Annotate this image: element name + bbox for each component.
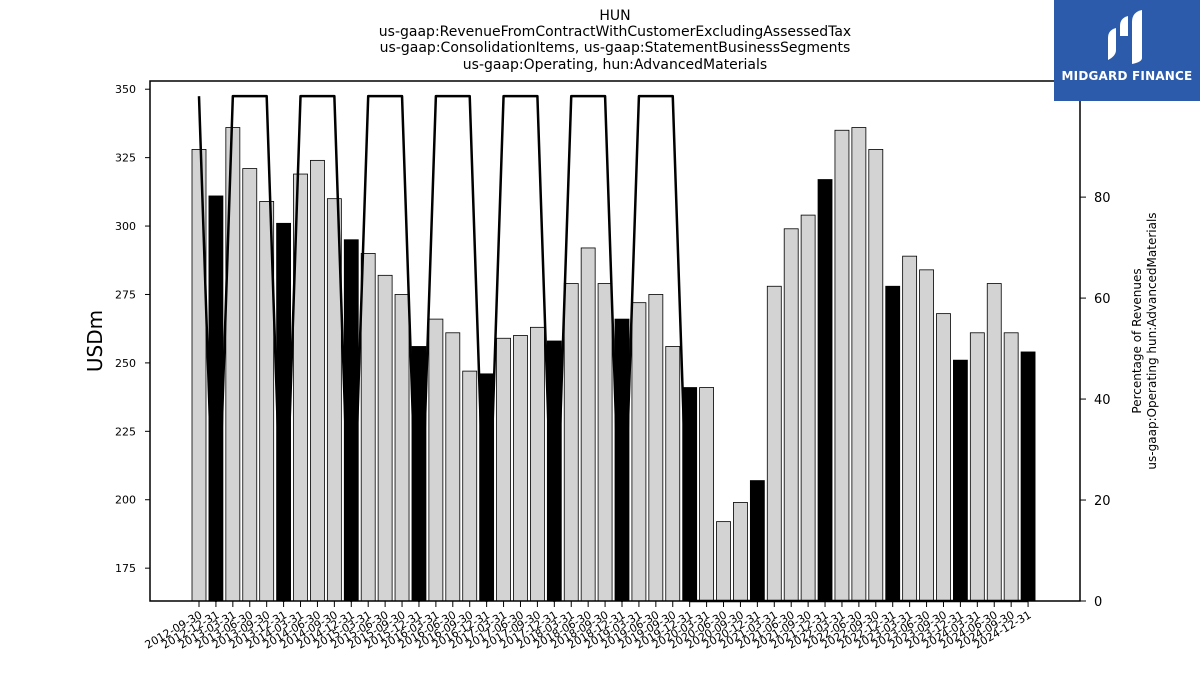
bar-2023-06-30	[919, 269, 934, 602]
chart-title: HUN us-gaap:RevenueFromContractWithCusto…	[379, 8, 851, 73]
brand-logo: MIDGARD FINANCE	[1054, 0, 1200, 101]
bar-2023-09-30	[936, 313, 951, 602]
y-tick-label-300: 300	[115, 220, 136, 233]
bar-2022-06-30	[851, 127, 867, 602]
title-line-1: HUN	[599, 8, 630, 24]
y-axis-label: USDm	[83, 310, 107, 372]
y2-tick-label-60: 60	[1094, 292, 1111, 307]
bar-2015-09-30	[394, 294, 410, 602]
y-tick-label-250: 250	[115, 357, 136, 370]
bar-2020-06-30	[716, 521, 731, 602]
bar-2018-03-31	[563, 283, 579, 602]
bar-2016-03-31	[428, 318, 444, 602]
bar-2021-03-31	[766, 285, 782, 602]
bar-2015-03-31	[360, 253, 376, 602]
y2-tick-label-20: 20	[1094, 494, 1111, 509]
bar-2021-12-31	[817, 179, 833, 602]
y-tick-label-350: 350	[115, 83, 136, 96]
title-line-4: us-gaap:Operating, hun:AdvancedMaterials	[463, 57, 767, 73]
y2-axis-label-line-1: Percentage of Revenues	[1130, 268, 1144, 413]
bar-2014-06-30	[310, 159, 325, 602]
bar-2016-09-30	[462, 370, 478, 602]
bar-2013-12-31	[276, 222, 292, 602]
y2-tick-label-40: 40	[1094, 393, 1111, 408]
bar-2013-06-30	[242, 168, 258, 602]
x-axis: 2012-09-302012-12-312013-03-312013-06-30…	[143, 601, 1034, 652]
bar-2023-03-31	[902, 255, 918, 602]
bar-2013-03-31	[225, 127, 241, 602]
bar-2015-06-30	[377, 274, 393, 602]
y-tick-label-225: 225	[115, 425, 136, 438]
bar-2021-06-30	[783, 228, 799, 602]
bar-2024-12-31	[1020, 351, 1036, 602]
bar-2022-03-31	[834, 129, 850, 602]
logo-mark-icon	[1108, 10, 1142, 64]
y2-axis-label-line-2: us-gaap:Operating hun:AdvancedMaterials	[1145, 212, 1159, 469]
bar-2024-03-31	[969, 332, 985, 602]
bar-2019-09-30	[665, 346, 681, 602]
bar-2020-12-31	[749, 480, 765, 602]
bar-2022-12-31	[885, 285, 901, 602]
bar-2012-12-31	[208, 195, 224, 602]
bar-2019-06-30	[648, 294, 664, 602]
title-line-3: us-gaap:ConsolidationItems, us-gaap:Stat…	[380, 40, 851, 56]
bar-2018-06-30	[580, 247, 596, 602]
bar-2017-06-30	[513, 335, 528, 602]
y-tick-label-275: 275	[115, 288, 136, 301]
bar-2018-09-30	[597, 283, 613, 602]
bar-2022-09-30	[868, 149, 884, 602]
y-tick-label-175: 175	[115, 562, 136, 575]
bar-2020-09-30	[733, 502, 748, 602]
bar-2017-03-31	[496, 337, 511, 602]
y2-tick-label-0: 0	[1094, 595, 1102, 610]
bar-2024-06-30	[986, 283, 1002, 602]
y2-tick-label-80: 80	[1094, 191, 1111, 206]
bar-2020-03-31	[699, 387, 714, 602]
y-tick-label-200: 200	[115, 494, 136, 507]
logo-text: MIDGARD FINANCE	[1061, 69, 1193, 83]
title-line-2: us-gaap:RevenueFromContractWithCustomerE…	[379, 24, 851, 40]
y-tick-label-325: 325	[115, 152, 136, 165]
bar-2019-03-31	[631, 302, 647, 602]
plot-frame	[149, 80, 1081, 602]
bar-2021-09-30	[800, 214, 816, 602]
left-y-axis: 175 200 225 250 275 300 325 350	[115, 83, 150, 575]
bar-2024-09-30	[1003, 332, 1019, 602]
bar-2023-12-31	[953, 359, 968, 602]
bar-2016-06-30	[445, 332, 461, 602]
bar-2017-09-30	[530, 326, 545, 602]
right-y-axis: 020406080100	[1080, 90, 1119, 610]
